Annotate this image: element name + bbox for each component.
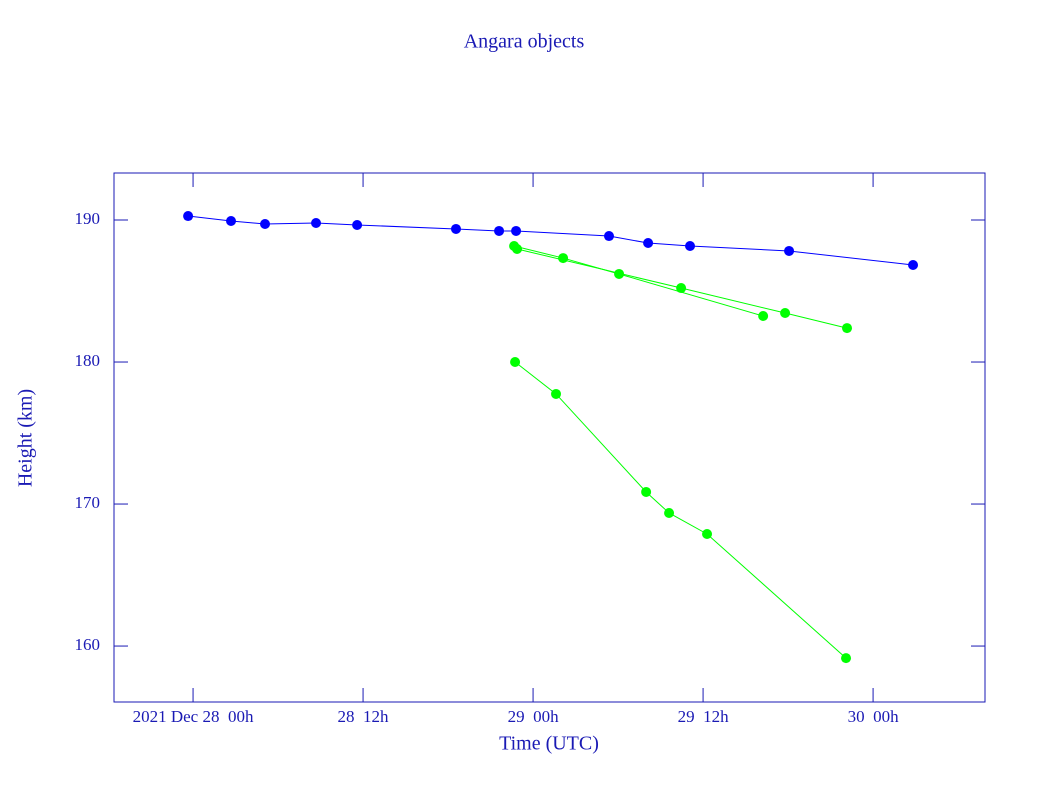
series-line [188,215,914,266]
y-tick-label: 170 [75,493,101,512]
point [758,311,769,322]
point [604,231,615,242]
point [702,528,713,539]
point [842,323,853,334]
point [784,245,795,256]
y-tick-label: 160 [75,635,101,654]
series-line [516,248,848,329]
point [664,507,675,518]
chart-title: Angara objects [464,31,585,53]
point [841,653,852,664]
point [352,219,363,230]
x-axis-label: Time (UTC) [499,733,599,755]
point [558,253,569,264]
y-tick-label: 190 [75,209,101,228]
point [643,238,654,249]
point [311,217,322,228]
point [641,486,652,497]
point [260,218,271,229]
series-line [514,361,847,659]
point [908,260,919,271]
y-axis-label: Height (km) [15,389,37,487]
point [494,225,505,236]
x-tick-label: 29 12h [678,707,730,726]
point [183,211,194,222]
point [551,388,562,399]
point [512,243,523,254]
point [511,225,522,236]
point [676,283,687,294]
y-tick-label: 180 [75,351,101,370]
point [510,357,521,368]
point [450,223,461,234]
point [685,240,696,251]
plot-frame [113,172,986,703]
point [614,268,625,279]
series-line [513,245,764,317]
x-tick-label: 2021 Dec 28 00h [133,707,254,726]
x-tick-label: 30 00h [848,707,900,726]
point [226,216,237,227]
x-tick-label: 29 00h [508,707,560,726]
x-tick-label: 28 12h [338,707,390,726]
point [780,308,791,319]
